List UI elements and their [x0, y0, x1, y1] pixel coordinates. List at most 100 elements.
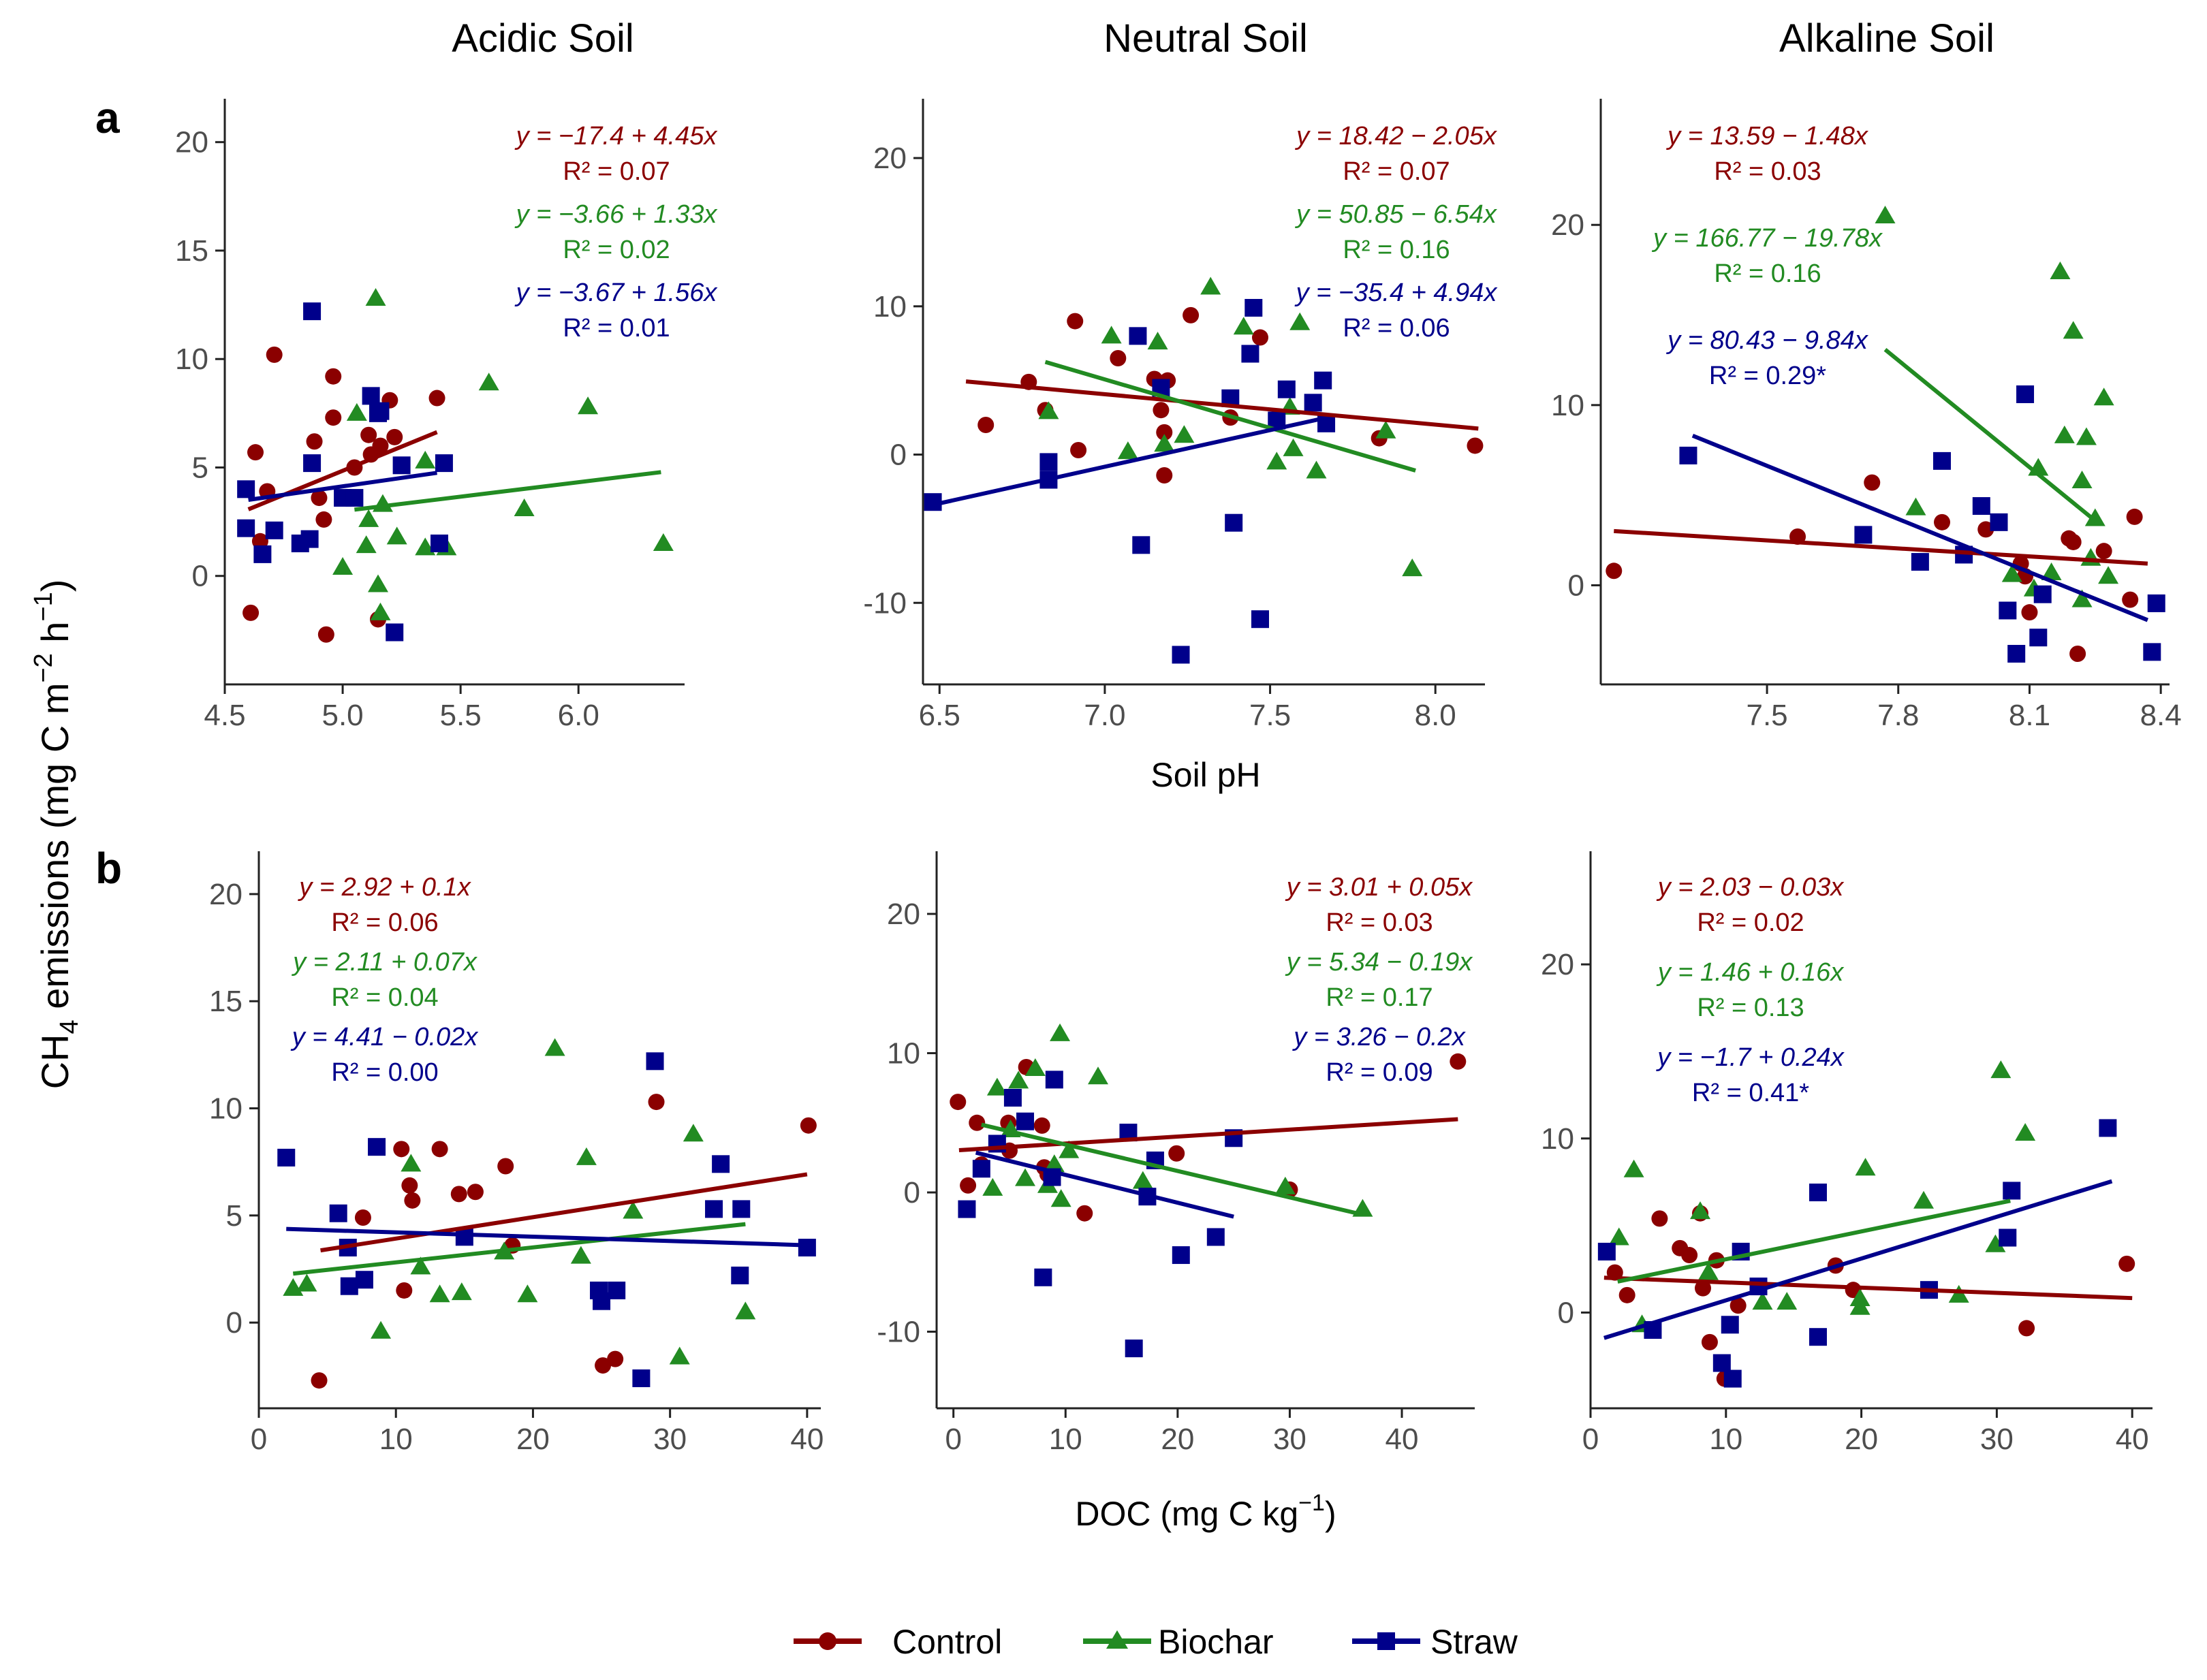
data-point-control — [354, 1209, 371, 1226]
data-point-biochar — [2041, 562, 2062, 580]
data-point-biochar — [1948, 1284, 1969, 1303]
data-point-biochar — [1690, 1201, 1711, 1220]
data-point-straw — [435, 454, 453, 473]
legend-marker-straw — [1377, 1632, 1395, 1650]
data-point-control — [960, 1177, 977, 1194]
data-point-biochar — [1044, 1154, 1065, 1173]
fit-line-control — [965, 379, 1479, 431]
fit-r2-control: R² = 0.07 — [563, 157, 670, 186]
panel-b-acidic: 0 10 20 30 40 0 5 10 15 20 y = 2.92 + 0.1x R² = 0.0… — [209, 851, 824, 1456]
fit-equation-control: y = 2.92 + 0.1x — [297, 873, 471, 902]
y-tick-label: 20 — [175, 126, 208, 159]
fit-equation-control: y = 3.01 + 0.05x — [1285, 873, 1474, 902]
fit-line-straw — [1603, 1179, 2113, 1340]
data-point-biochar — [296, 1273, 317, 1292]
y-axis-title-prefix: CH — [33, 1034, 76, 1090]
data-point-straw — [632, 1369, 651, 1387]
y-tick-label: 0 — [1558, 1296, 1574, 1329]
data-point-straw — [265, 521, 283, 539]
data-point-control — [497, 1158, 514, 1175]
x-tick-label: 7.0 — [1084, 699, 1125, 732]
data-point-biochar — [356, 535, 377, 554]
row-label-a: a — [95, 93, 120, 142]
data-point-control — [950, 1094, 967, 1111]
series-biochar — [1038, 276, 1423, 577]
data-point-biochar — [1117, 441, 1138, 460]
data-point-biochar — [517, 1284, 538, 1303]
x-tick-label: 0 — [1582, 1423, 1599, 1456]
fit-equation-biochar: y = 50.85 − 6.54x — [1294, 200, 1498, 229]
data-point-control — [1183, 306, 1200, 323]
fit-equation-straw: y = 4.41 − 0.02x — [290, 1023, 480, 1051]
series-straw — [277, 1052, 816, 1387]
fit-r2-straw: R² = 0.09 — [1326, 1058, 1433, 1087]
fit-line-biochar — [1617, 1199, 2011, 1284]
y-tick-label: 10 — [1551, 389, 1584, 422]
data-point-straw — [1854, 526, 1873, 544]
y-tick-label: 10 — [175, 343, 208, 376]
data-point-control — [306, 433, 323, 450]
data-point-control — [1977, 521, 1994, 538]
data-point-straw — [392, 456, 411, 475]
series-biochar — [283, 1038, 756, 1365]
x-tick-label: 5.0 — [322, 699, 363, 732]
data-point-straw — [1172, 646, 1190, 664]
fit-r2-biochar: R² = 0.13 — [1697, 994, 1804, 1022]
data-point-control — [404, 1192, 421, 1209]
data-point-biochar — [1038, 401, 1059, 419]
x-tick-label: 7.5 — [1746, 699, 1787, 732]
data-point-control — [247, 444, 264, 461]
data-point-control — [393, 1141, 410, 1158]
data-point-straw — [277, 1148, 296, 1167]
fit-r2-biochar: R² = 0.17 — [1326, 983, 1433, 1012]
data-point-biochar — [365, 288, 386, 306]
data-point-straw — [1206, 1228, 1225, 1246]
data-point-straw — [1679, 446, 1697, 464]
data-point-biochar — [1402, 558, 1423, 577]
fit-equation-biochar: y = 166.77 − 19.78x — [1651, 224, 1883, 253]
data-point-straw — [1129, 327, 1147, 345]
y-tick-label: 20 — [209, 878, 242, 911]
y-axis-title-mid: h — [33, 622, 76, 654]
data-point-control — [595, 1357, 612, 1374]
data-point-control — [1701, 1333, 1718, 1350]
y-tick-label: 5 — [192, 451, 208, 484]
legend-item-straw: Straw — [1352, 1623, 1518, 1661]
data-point-control — [2018, 1320, 2035, 1337]
fit-equation-straw: y = 3.26 − 0.2x — [1292, 1023, 1466, 1051]
x-tick-label: 40 — [2116, 1423, 2149, 1456]
data-point-biochar — [368, 574, 388, 592]
fit-r2-control: R² = 0.03 — [1326, 908, 1433, 937]
data-point-straw — [1314, 371, 1332, 390]
data-point-biochar — [1905, 497, 1926, 516]
x-tick-label: 0 — [251, 1423, 267, 1456]
data-point-straw — [1003, 1088, 1022, 1107]
data-point-biochar — [1306, 460, 1327, 479]
x-tick-label: 8.1 — [2009, 699, 2050, 732]
data-point-straw — [712, 1155, 730, 1173]
data-point-control — [1110, 350, 1127, 367]
fit-r2-straw: R² = 0.01 — [563, 314, 670, 343]
data-point-control — [648, 1094, 665, 1111]
x-tick-label: 30 — [1980, 1423, 2014, 1456]
fit-equation-biochar: y = 2.11 + 0.07x — [291, 948, 478, 977]
y-tick-label: 5 — [226, 1199, 242, 1233]
data-point-straw — [1045, 1071, 1063, 1089]
y-axis-title-exp1: −2 — [29, 653, 58, 682]
data-point-biochar — [2098, 566, 2119, 584]
fit-line-control — [958, 1117, 1458, 1152]
data-point-biochar — [576, 1147, 597, 1165]
fit-equation-control: y = 2.03 − 0.03x — [1656, 873, 1845, 902]
data-point-control — [2021, 604, 2038, 621]
data-point-control — [242, 604, 260, 621]
data-point-biochar — [2071, 589, 2093, 607]
fit-equation-straw: y = 80.43 − 9.84x — [1665, 326, 1869, 355]
y-tick-label: 15 — [175, 234, 208, 268]
series-control — [1606, 474, 2143, 663]
data-point-control — [977, 416, 995, 433]
fit-line-control — [320, 1172, 808, 1253]
series-straw — [924, 298, 1336, 664]
data-point-straw — [2007, 645, 2026, 663]
series-biochar — [1875, 206, 2119, 607]
fit-line-straw — [248, 471, 437, 503]
